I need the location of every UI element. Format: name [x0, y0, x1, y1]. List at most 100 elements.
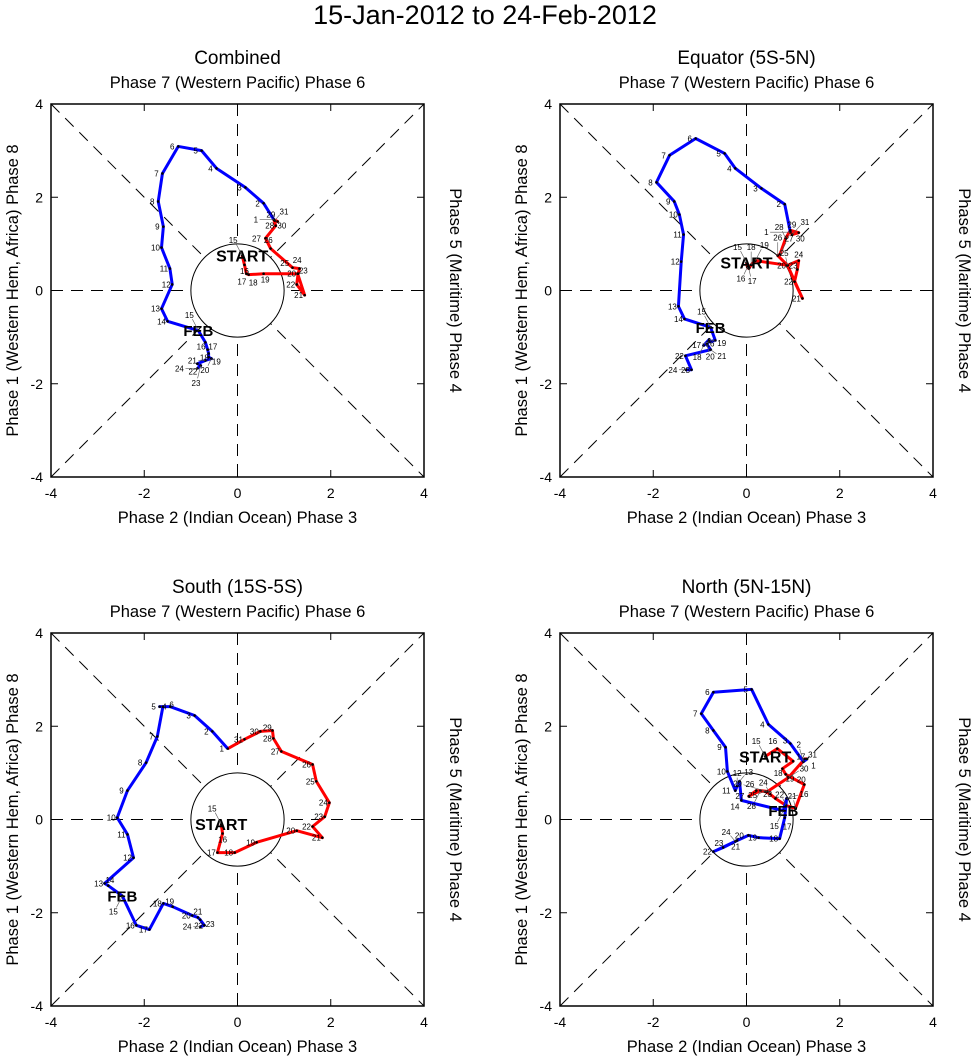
feb-day-label: 5 — [743, 685, 748, 694]
jan-day-label: 23 — [789, 261, 798, 270]
feb-day-label: 17 — [783, 822, 792, 831]
feb-day-label: 22 — [675, 352, 684, 361]
feb-data-point — [170, 283, 174, 286]
feb-data-point — [156, 735, 159, 738]
feb-day-label-leader — [710, 349, 717, 355]
start-label: START — [720, 256, 772, 273]
feb-data-point — [160, 246, 163, 249]
feb-data-point — [158, 705, 161, 708]
feb-day-label: 1 — [811, 761, 816, 770]
feb-day-label: 4 — [162, 703, 167, 712]
jan-day-label: 26 — [264, 236, 273, 245]
jan-day-label-leader — [743, 784, 768, 792]
feb-label: FEB — [768, 803, 798, 820]
feb-day-label: 23 — [192, 379, 201, 388]
feb-data-point — [166, 319, 169, 323]
feb-day-label: 3 — [753, 184, 758, 193]
x-tick-label: 2 — [327, 485, 335, 501]
x-tick-label: -2 — [647, 485, 660, 501]
right-axis-label: Phase 5 (Maritime) Phase 4 — [446, 188, 464, 393]
jan-day-label: 24 — [293, 256, 302, 265]
y-tick-label: 4 — [35, 625, 43, 641]
feb-data-point — [684, 354, 687, 358]
feb-data-point — [132, 856, 135, 860]
x-tick-label: 0 — [743, 1014, 751, 1030]
bottom-axis-label: Phase 2 (Indian Ocean) Phase 3 — [627, 509, 866, 527]
jan-data-point — [255, 841, 258, 844]
feb-day-label: 11 — [722, 787, 731, 796]
jan-day-label-leader — [793, 800, 796, 809]
top-axis-label: Phase 7 (Western Pacific) Phase 6 — [619, 74, 875, 92]
jan-data-point — [247, 273, 250, 276]
x-tick-label: 0 — [234, 485, 242, 501]
feb-data-point — [126, 789, 129, 792]
feb-day-label: 10 — [107, 814, 116, 823]
jan-day-label: 26 — [773, 234, 782, 243]
feb-day-label: 6 — [705, 688, 710, 697]
feb-day-label: 13 — [151, 305, 160, 314]
feb-day-label: 16 — [126, 921, 135, 930]
panel-0: Combined Phase 7 (Western Pacific) Phase … — [4, 48, 464, 527]
y-tick-label: 2 — [544, 718, 552, 734]
jan-day-label: 16 — [240, 267, 249, 276]
x-tick-label: -2 — [138, 1014, 151, 1030]
jan-day-label: 29 — [263, 723, 272, 732]
feb-day-label-leader — [739, 775, 745, 782]
start-label: START — [216, 249, 268, 266]
y-tick-label: 0 — [35, 812, 43, 828]
jan-day-label: 31 — [280, 207, 289, 216]
jan-data-point — [791, 759, 795, 763]
feb-day-label: 18 — [693, 353, 702, 362]
jan-day-label: 17 — [207, 849, 216, 858]
jan-day-label: 17 — [748, 277, 757, 286]
feb-day-label: 16 — [800, 790, 809, 799]
feb-day-label: 21 — [193, 907, 202, 916]
jan-data-point — [245, 272, 248, 276]
jan-data-point — [271, 729, 274, 732]
left-axis-label: Phase 1 (Western Hem, Africa) Phase 8 — [4, 673, 22, 965]
jan-data-point — [796, 268, 799, 271]
jan-day-label: 19 — [760, 241, 769, 250]
feb-day-label: 16 — [706, 339, 715, 348]
jan-day-label: 29 — [787, 221, 796, 230]
x-tick-label: 2 — [327, 1014, 335, 1030]
feb-data-point — [757, 836, 760, 839]
jan-day-label-leader — [274, 214, 280, 221]
jan-day-label-leader — [214, 812, 222, 825]
figure-title: 15-Jan-2012 to 24-Feb-2012 — [313, 0, 657, 30]
unit-amplitude-circle — [699, 772, 794, 867]
x-tick-label: 4 — [420, 1014, 428, 1030]
jan-data-point — [323, 815, 326, 819]
feb-data-point — [677, 305, 680, 308]
feb-day-label-leader — [704, 315, 711, 328]
feb-data-point — [726, 770, 729, 773]
feb-day-label: 19 — [212, 358, 221, 367]
feb-day-label: 14 — [731, 803, 740, 812]
y-tick-label: -4 — [540, 998, 553, 1014]
feb-day-label: 6 — [169, 700, 174, 709]
jan-day-label: 21 — [312, 834, 321, 843]
right-axis-label: Phase 5 (Maritime) Phase 4 — [446, 717, 464, 922]
panel-title: Combined — [194, 48, 281, 69]
y-tick-label: 2 — [35, 189, 43, 205]
jan-day-label: 25 — [748, 791, 757, 800]
x-tick-label: -4 — [554, 1014, 567, 1030]
feb-data-point — [778, 837, 781, 840]
feb-day-label: 14 — [674, 315, 683, 324]
jan-data-point — [328, 801, 331, 805]
feb-data-point — [162, 902, 165, 905]
x-tick-label: 0 — [234, 1014, 242, 1030]
jan-day-label: 27 — [252, 234, 261, 243]
unit-amplitude-circle — [699, 243, 794, 338]
jan-day-label: 20 — [287, 270, 296, 279]
feb-data-point — [144, 761, 148, 764]
jan-day-label: 30 — [800, 765, 809, 774]
feb-data-point — [161, 172, 164, 175]
jan-day-label: 25 — [280, 259, 289, 268]
feb-data-point — [747, 834, 750, 837]
jan-data-point — [793, 280, 796, 283]
jan-day-label: 25 — [306, 777, 315, 786]
feb-day-label-leader — [116, 895, 123, 908]
feb-data-point — [168, 267, 172, 270]
y-tick-label: 2 — [544, 189, 552, 205]
